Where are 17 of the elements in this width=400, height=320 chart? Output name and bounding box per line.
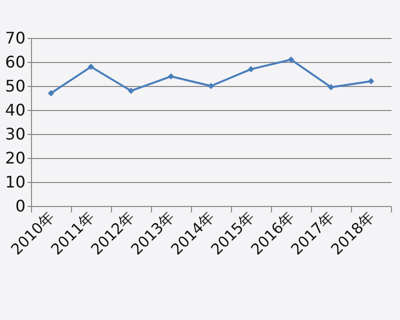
y-tick-label: 60 — [5, 52, 26, 72]
y-tick-label: 70 — [5, 28, 26, 48]
point — [128, 88, 134, 94]
point — [208, 82, 214, 90]
point — [368, 78, 374, 84]
point — [48, 90, 54, 96]
y-tick-label: 0 — [15, 196, 26, 216]
point — [88, 64, 94, 70]
point — [328, 84, 334, 90]
y-tick-label: 50 — [5, 76, 26, 96]
y-tick-label: 20 — [5, 148, 26, 168]
point — [288, 56, 294, 63]
y-tick-label: 40 — [5, 100, 26, 120]
y-tick-label: 30 — [5, 124, 26, 144]
point — [248, 66, 254, 72]
y-tick-label: 10 — [5, 172, 26, 192]
point — [168, 73, 174, 80]
